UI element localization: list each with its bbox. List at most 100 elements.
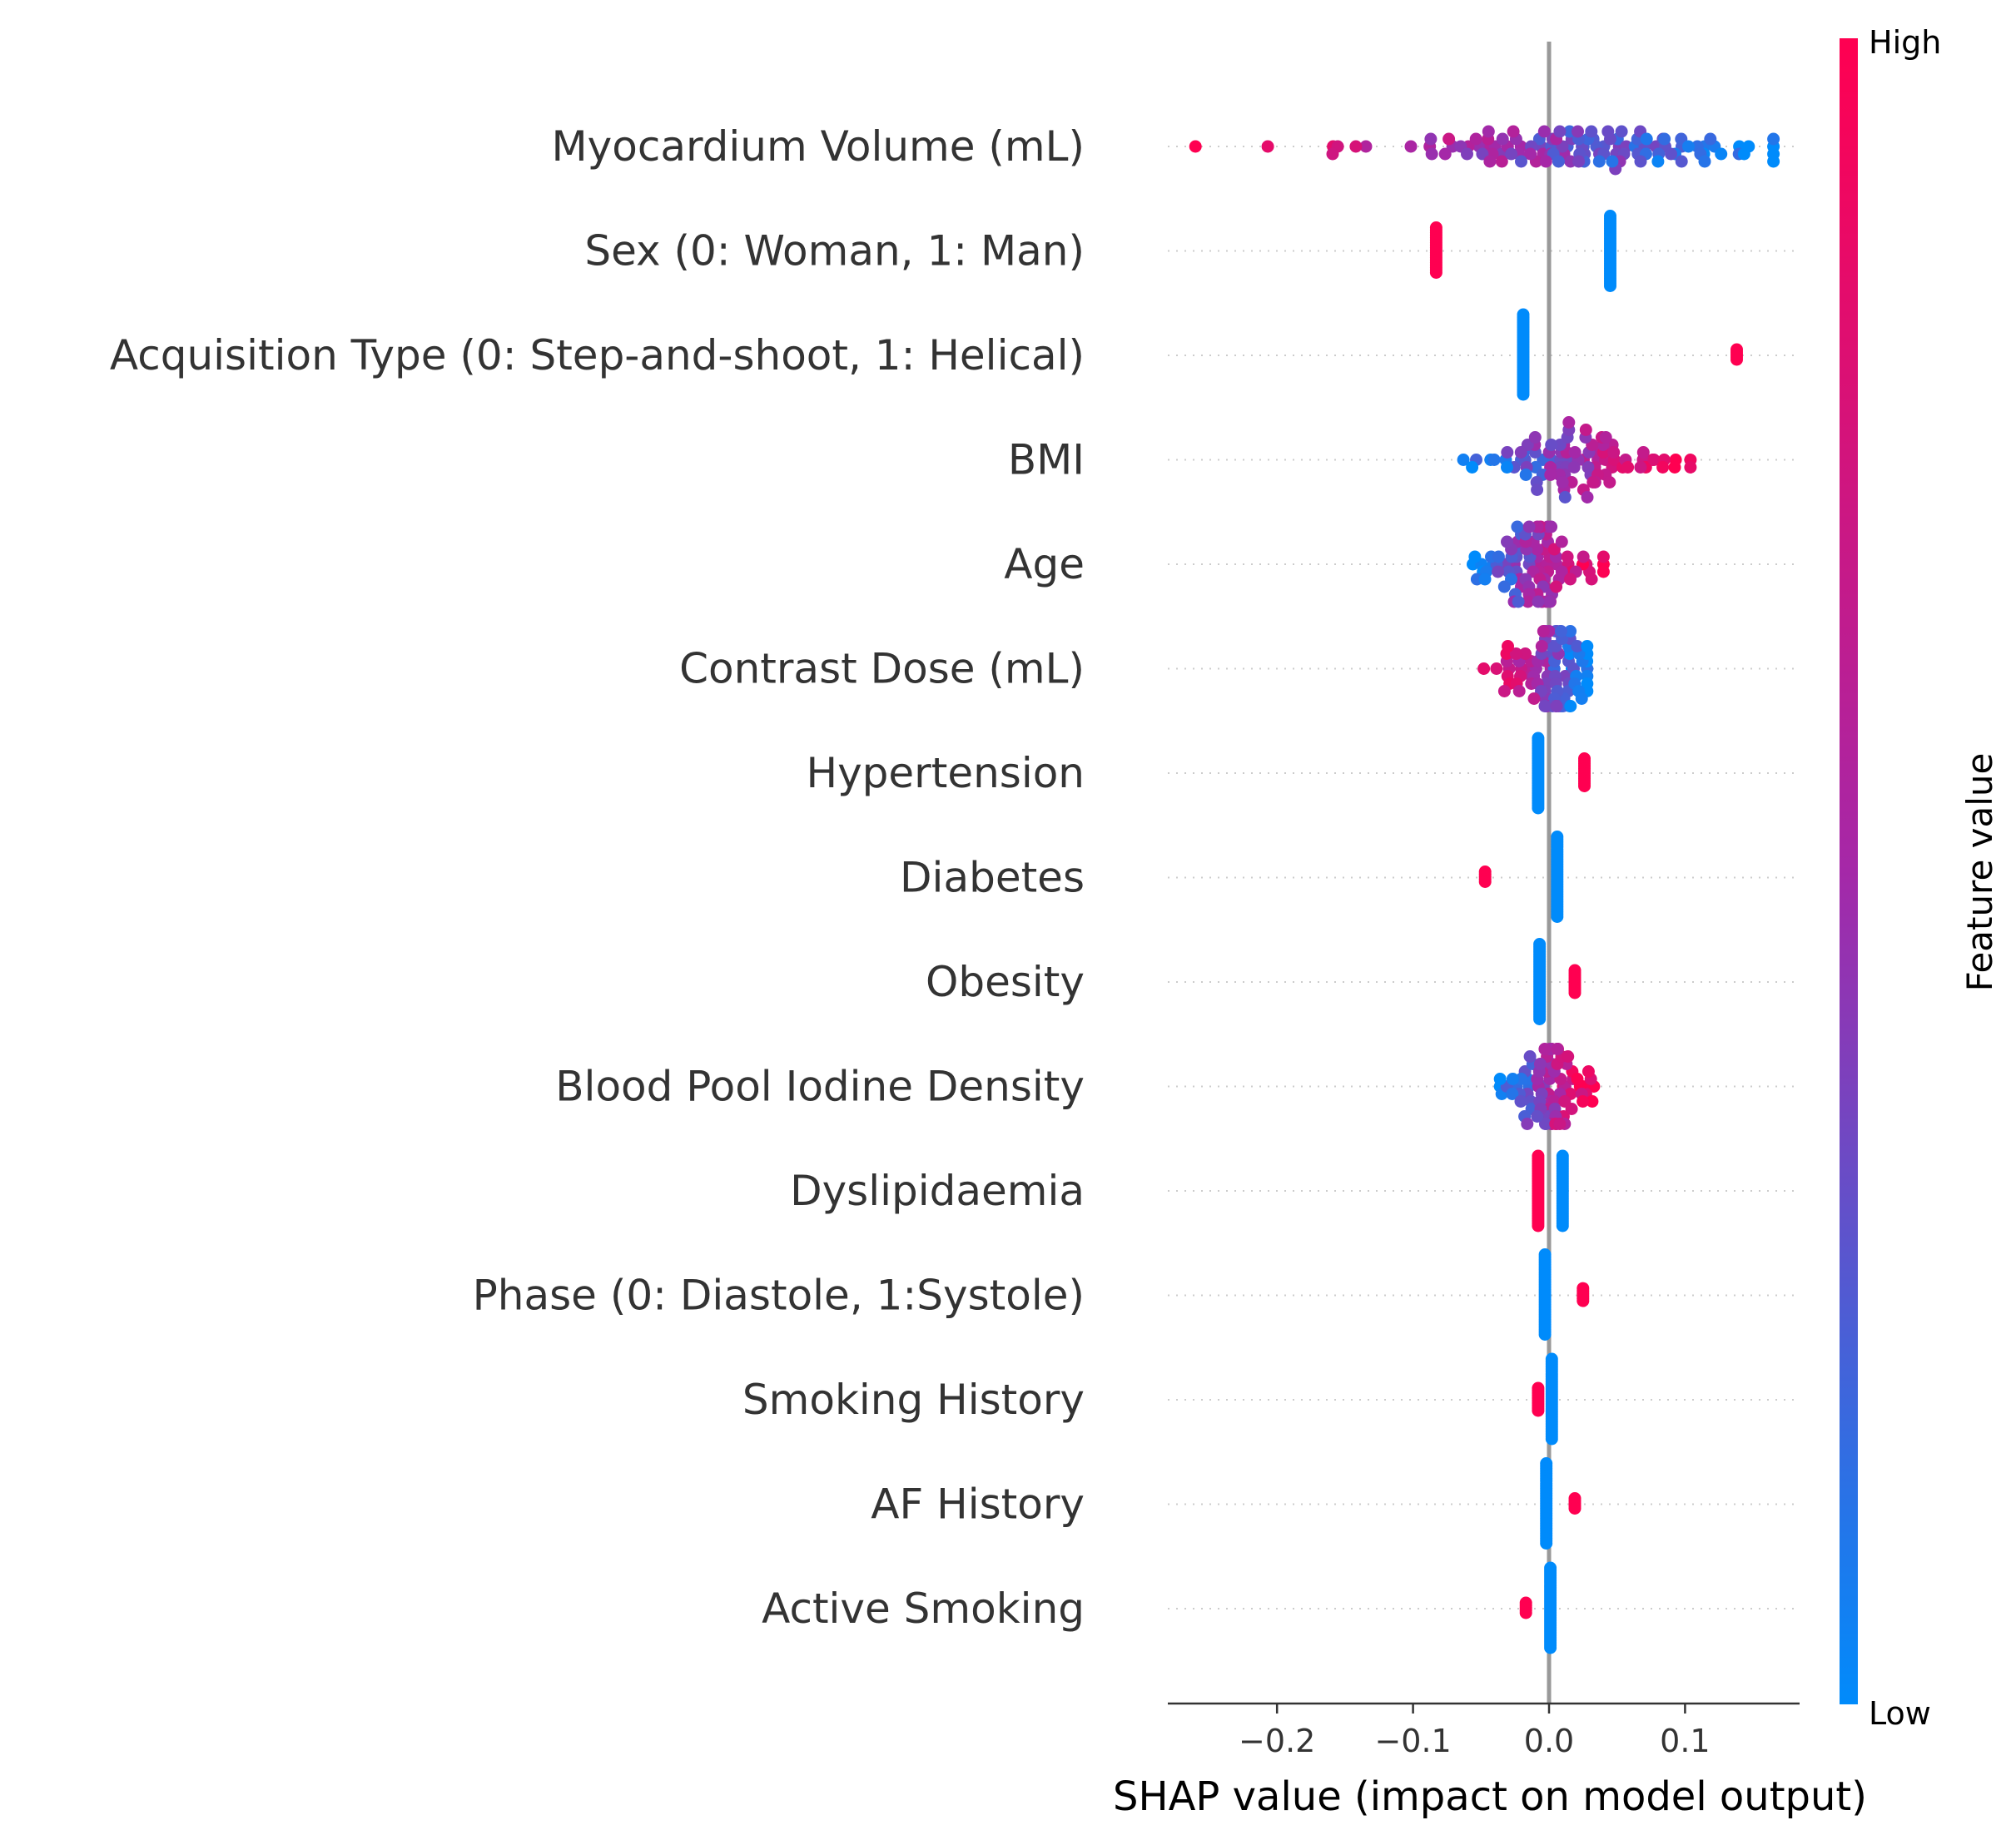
shap-point <box>1586 476 1600 489</box>
feature-label: Dyslipidaemia <box>790 1167 1085 1215</box>
shap-point <box>1577 1294 1590 1307</box>
x-ticks: −0.2 −0.1 0.0 0.1 <box>1239 1704 1711 1759</box>
shap-point <box>1349 140 1363 153</box>
shap-point <box>1538 1328 1552 1341</box>
shap-point <box>1585 573 1598 586</box>
shap-point <box>1532 1219 1545 1232</box>
shap-point <box>1615 125 1628 138</box>
shap-point <box>1621 461 1635 474</box>
shap-point <box>1468 550 1482 563</box>
feature-label: Age <box>1004 540 1085 588</box>
shap-point <box>1555 535 1568 548</box>
x-tick-label: −0.1 <box>1374 1723 1451 1759</box>
shap-point <box>1552 155 1565 168</box>
feature-label: Active Smoking <box>762 1585 1085 1633</box>
shap-point <box>1572 155 1586 168</box>
shap-point <box>1640 132 1653 146</box>
colorbar-high-label: High <box>1869 24 1941 61</box>
shap-point <box>1517 388 1530 401</box>
shap-point <box>1550 580 1563 593</box>
feature-label: Sex (0: Woman, 1: Man) <box>584 227 1085 275</box>
shap-point <box>1544 1641 1557 1654</box>
shap-point <box>1511 520 1524 533</box>
shap-point <box>1556 476 1569 489</box>
feature-label: Blood Pool Iodine Density <box>555 1063 1085 1111</box>
feature-label: BMI <box>1008 436 1085 484</box>
data-points <box>1189 125 1780 1654</box>
shap-point <box>1528 431 1542 444</box>
shap-point <box>1425 147 1438 161</box>
shap-point <box>1532 595 1545 608</box>
shap-point <box>1539 1118 1552 1130</box>
shap-point <box>1544 469 1557 481</box>
feature-label: Obesity <box>926 958 1085 1006</box>
feature-label: Hypertension <box>806 749 1085 797</box>
shap-point <box>1519 469 1532 481</box>
shap-point <box>1582 1065 1595 1078</box>
shap-point <box>1404 140 1418 153</box>
shap-point <box>1651 155 1665 168</box>
shap-point <box>1606 155 1619 168</box>
feature-labels: Myocardium Volume (mL) Sex (0: Woman, 1: … <box>110 122 1085 1633</box>
shap-point <box>1442 132 1456 146</box>
shap-point <box>1490 662 1503 675</box>
shap-point <box>1575 692 1588 705</box>
shap-point <box>1326 147 1339 161</box>
shap-point <box>1537 125 1551 138</box>
colorbar-gradient <box>1840 38 1858 1704</box>
shap-point <box>1514 446 1527 459</box>
feature-label: Phase (0: Diastole, 1:Systole) <box>473 1272 1085 1320</box>
shap-point <box>1261 140 1274 153</box>
shap-point <box>1478 573 1492 586</box>
shap-point <box>1506 1073 1519 1085</box>
shap-point <box>1519 1606 1532 1619</box>
shap-point <box>1478 875 1492 888</box>
shap-point <box>1568 1502 1582 1515</box>
shap-point <box>1562 1050 1575 1063</box>
shap-point <box>1551 910 1564 923</box>
shap-point <box>1554 625 1567 637</box>
shap-point <box>1604 280 1616 292</box>
shap-point <box>1675 155 1688 168</box>
shap-point <box>1698 155 1711 168</box>
shap-point <box>1538 1043 1552 1055</box>
shap-point <box>1537 625 1550 637</box>
shap-point <box>1514 1095 1527 1108</box>
shap-point <box>1521 1118 1534 1130</box>
shap-point <box>1581 491 1594 503</box>
shap-point <box>1603 476 1616 489</box>
shap-point <box>1665 147 1677 161</box>
shap-point <box>1572 125 1584 138</box>
shap-point <box>1553 125 1567 138</box>
shap-point <box>1512 595 1525 608</box>
shap-point <box>1585 125 1598 138</box>
shap-point <box>1767 132 1780 146</box>
shap-point <box>1501 535 1513 548</box>
x-tick-label: −0.2 <box>1239 1723 1315 1759</box>
shap-point <box>1553 1118 1567 1130</box>
shap-point <box>1532 801 1545 815</box>
shap-point <box>1571 1073 1584 1085</box>
shap-point <box>1527 692 1541 705</box>
x-tick-label: 0.1 <box>1660 1723 1710 1759</box>
shap-point <box>1577 1095 1590 1108</box>
feature-label: Diabetes <box>900 854 1085 902</box>
shap-point <box>1505 147 1518 161</box>
shap-point <box>1579 424 1592 436</box>
shap-point <box>1495 155 1508 168</box>
shap-point <box>1515 155 1527 168</box>
shap-point <box>1565 1103 1578 1115</box>
shap-point <box>1562 416 1576 429</box>
shap-point <box>1581 640 1594 652</box>
shap-point <box>1501 446 1514 459</box>
shap-point <box>1538 700 1552 712</box>
shap-point <box>1543 595 1557 608</box>
shap-point <box>1730 353 1743 366</box>
shap-point <box>1607 446 1621 459</box>
shap-point <box>1596 550 1610 563</box>
shap-point <box>1656 461 1670 474</box>
shap-point <box>1561 550 1574 563</box>
shap-point <box>1545 439 1558 451</box>
shap-point <box>1359 140 1373 153</box>
shap-point <box>1483 155 1497 168</box>
